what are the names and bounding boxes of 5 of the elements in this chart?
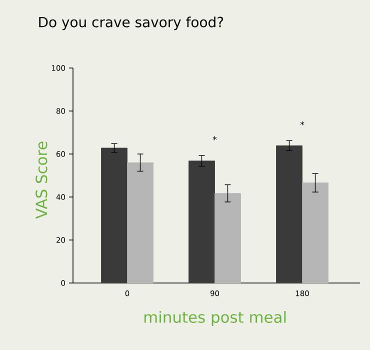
chart-title: Do you crave savory food? bbox=[39, 16, 224, 30]
annotation: * bbox=[300, 121, 304, 126]
annotation: * bbox=[212, 136, 217, 140]
y-axis-title: VAS Score bbox=[36, 142, 48, 219]
x-axis-title: minutes post meal bbox=[144, 311, 286, 326]
